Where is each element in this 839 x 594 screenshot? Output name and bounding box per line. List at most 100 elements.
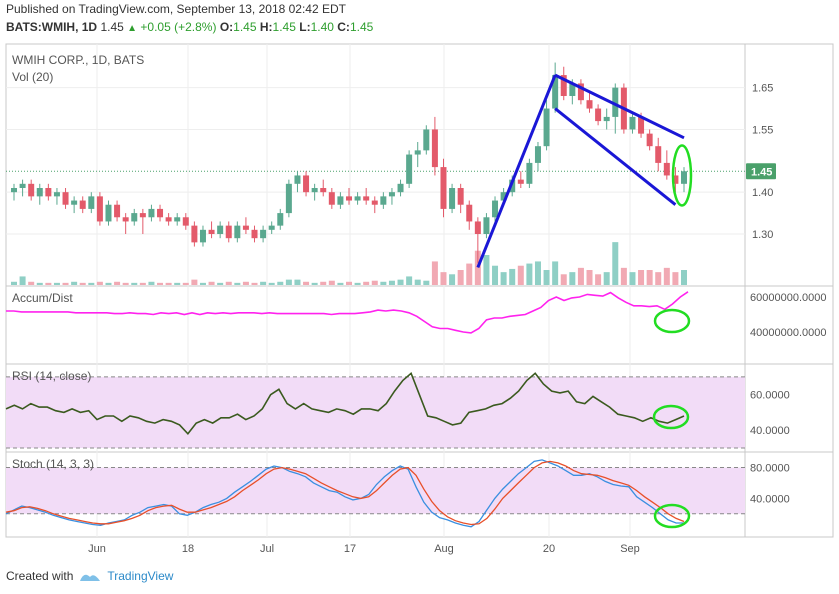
volume-bar <box>577 267 584 285</box>
candle-body <box>371 200 378 205</box>
volume-bar <box>483 255 490 285</box>
volume-bar <box>552 261 559 285</box>
candle-body <box>131 213 138 222</box>
candle-body <box>663 162 670 176</box>
volume-bar <box>268 282 275 285</box>
volume-bar <box>406 276 413 285</box>
candle-body <box>260 229 267 239</box>
indicator-title: Accum/Dist <box>12 291 73 305</box>
candle-body <box>79 200 86 209</box>
indicator-title: Stoch (14, 3, 3) <box>12 457 94 471</box>
candle-body <box>569 83 576 96</box>
last-price-badge-label: 1.45 <box>751 166 772 178</box>
candle-body <box>122 217 129 222</box>
volume-bar <box>560 274 567 285</box>
candle-body <box>303 175 310 193</box>
volume-bar <box>363 281 370 285</box>
candle-body <box>577 83 584 101</box>
candle-body <box>474 221 481 234</box>
low-value: 1.40 <box>310 20 334 34</box>
volume-bar <box>19 276 26 285</box>
volume-bar <box>449 274 456 285</box>
volume-bar <box>492 265 499 285</box>
volume-bar <box>45 282 52 285</box>
volume-bar <box>354 282 361 285</box>
volume-bar <box>105 282 112 285</box>
volume-bar <box>397 279 404 285</box>
volume-bar <box>131 282 138 285</box>
candle-body <box>242 225 249 230</box>
chart-frame <box>5 43 834 538</box>
candle-body <box>19 183 26 188</box>
candle-body <box>672 175 679 184</box>
volume-bar <box>474 250 481 285</box>
high-value: 1.45 <box>272 20 296 34</box>
volume-bar <box>646 270 653 285</box>
volume-bar <box>294 279 301 285</box>
volume-bar <box>11 281 17 285</box>
y-tick-label: 40000000.0000 <box>750 327 826 339</box>
open-label: O: <box>219 20 234 34</box>
y-tick-label: 1.40 <box>752 187 773 199</box>
stoch-k-line <box>5 459 684 528</box>
volume-bar <box>182 282 189 285</box>
volume-bar <box>148 281 155 285</box>
candle-body <box>268 225 275 230</box>
candle-body <box>646 133 653 147</box>
candle-body <box>174 217 181 222</box>
candle-body <box>603 116 610 122</box>
candle-body <box>320 188 327 193</box>
candle-body <box>165 217 172 222</box>
candle-body <box>251 229 258 239</box>
impulse-trendline <box>476 74 557 269</box>
candle-body <box>466 204 473 222</box>
candle-body <box>363 196 370 201</box>
candle-body <box>380 196 387 205</box>
rsi-line <box>5 371 685 436</box>
volume-bar <box>225 281 232 285</box>
candle-body <box>629 116 636 130</box>
volume-bar <box>655 272 662 285</box>
x-tick-label: Aug <box>434 543 454 555</box>
volume-bar <box>139 282 146 285</box>
indicator-title: RSI (14, close) <box>12 369 91 383</box>
volume-bar <box>466 263 473 285</box>
volume-bar <box>509 268 516 285</box>
candle-body <box>96 196 103 222</box>
volume-bar <box>337 282 344 285</box>
candle-body <box>638 116 645 134</box>
volume-bar <box>208 281 215 285</box>
volume-bar <box>629 272 636 285</box>
candle-body <box>440 167 447 209</box>
volume-bar <box>242 281 249 285</box>
candle-body <box>208 229 215 234</box>
brand-link[interactable]: TradingView <box>107 569 174 583</box>
candle-body <box>285 183 292 214</box>
candle-body <box>560 75 567 96</box>
volume-bar <box>440 272 447 285</box>
y-tick-label: 1.65 <box>752 83 773 95</box>
candle-body <box>414 150 421 155</box>
candle-body <box>431 129 438 168</box>
candle-body <box>328 192 335 205</box>
volume-bar <box>663 267 670 285</box>
candle-body <box>217 225 224 234</box>
candle-body <box>148 208 155 218</box>
volume-label: Vol (20) <box>12 70 53 84</box>
candle-body <box>11 188 17 193</box>
x-tick-label: 17 <box>344 543 356 555</box>
volume-bar <box>380 281 387 285</box>
accum-highlight-ellipse <box>653 308 691 334</box>
volume-bar <box>277 281 284 285</box>
low-label: L: <box>299 20 311 34</box>
volume-bar <box>62 282 69 285</box>
volume-bar <box>423 280 430 285</box>
volume-bar <box>71 281 78 285</box>
published-text: Published on TradingView.com, September … <box>6 2 346 16</box>
candle-body <box>449 188 456 209</box>
candle-body <box>157 208 164 218</box>
candle-body <box>552 75 559 109</box>
channel-upper-trendline <box>554 73 685 140</box>
candle-body <box>354 196 361 201</box>
